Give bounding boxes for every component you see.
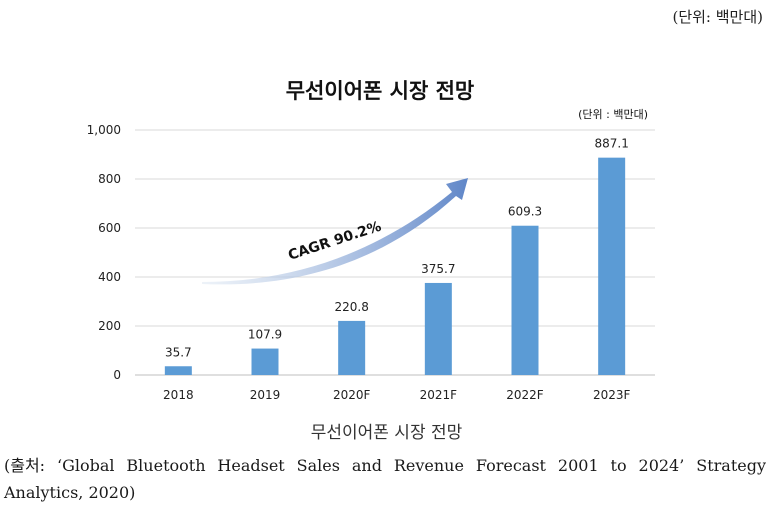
data-label: 35.7 bbox=[165, 345, 192, 359]
cagr-label: CAGR 90.2% bbox=[286, 219, 383, 264]
data-label: 107.9 bbox=[248, 328, 282, 342]
y-tick-label: 0 bbox=[113, 368, 121, 382]
data-label: 887.1 bbox=[594, 137, 628, 151]
y-axis-ticks: 0 200 400 600 800 1,000 bbox=[87, 123, 121, 382]
chart-title: 무선이어폰 시장 전망 bbox=[286, 79, 475, 103]
figure-caption: 무선이어폰 시장 전망 bbox=[310, 423, 463, 443]
y-tick-label: 400 bbox=[98, 270, 121, 284]
bar bbox=[511, 225, 539, 375]
data-label: 609.3 bbox=[508, 205, 542, 219]
y-tick-label: 200 bbox=[98, 319, 121, 333]
y-tick-label: 600 bbox=[98, 221, 121, 235]
y-tick-label: 800 bbox=[98, 172, 121, 186]
bars bbox=[164, 157, 626, 375]
data-labels: 35.7 107.9 220.8 375.7 609.3 887.1 bbox=[165, 137, 629, 360]
x-axis-ticks: 2018 2019 2020F 2021F 2022F 2023F bbox=[163, 388, 630, 402]
x-tick-label: 2018 bbox=[163, 388, 194, 402]
source-citation: (출처: ‘Global Bluetooth Headset Sales and… bbox=[4, 456, 766, 502]
bar bbox=[251, 348, 279, 375]
bar bbox=[424, 282, 452, 375]
bar bbox=[164, 366, 192, 375]
x-tick-label: 2022F bbox=[506, 388, 544, 402]
x-tick-label: 2019 bbox=[250, 388, 281, 402]
data-label: 375.7 bbox=[421, 262, 455, 276]
x-tick-label: 2021F bbox=[420, 388, 458, 402]
bar bbox=[598, 157, 626, 375]
x-tick-label: 2023F bbox=[593, 388, 631, 402]
chart-unit: (단위 : 백만대) bbox=[578, 108, 648, 121]
chart-svg: 무선이어폰 시장 전망 (단위 : 백만대) CAGR 90.2% 35.7 10… bbox=[87, 79, 655, 402]
grid-lines bbox=[135, 129, 655, 376]
data-label: 220.8 bbox=[334, 300, 368, 314]
bar bbox=[338, 320, 366, 375]
unit-note: (단위: 백만대) bbox=[672, 8, 763, 26]
y-tick-label: 1,000 bbox=[87, 123, 121, 137]
bar-chart: 무선이어폰 시장 전망 (단위 : 백만대) CAGR 90.2% 35.7 10… bbox=[80, 60, 680, 420]
cagr-arrow-shape bbox=[202, 178, 468, 285]
x-tick-label: 2020F bbox=[333, 388, 371, 402]
